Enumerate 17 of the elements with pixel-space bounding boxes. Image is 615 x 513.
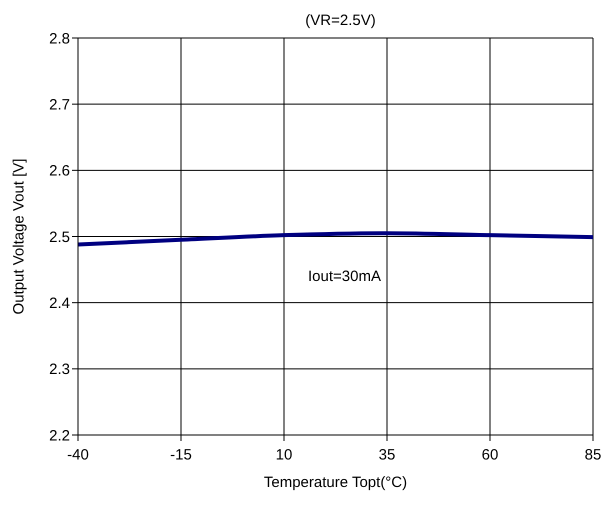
- x-tick-label: 85: [584, 446, 602, 464]
- annotation: Iout=30mA: [308, 268, 381, 285]
- y-tick-label: 2.3: [49, 361, 70, 378]
- x-tick-label: 60: [482, 446, 498, 464]
- y-tick-label: 2.2: [49, 427, 70, 444]
- x-tick-label: -40: [67, 446, 89, 464]
- x-tick-label: 10: [276, 446, 292, 464]
- y-tick-label: 2.4: [49, 294, 70, 312]
- x-tick-label: 35: [378, 446, 396, 464]
- y-axis-title: Output Voltage Vout [V]: [10, 158, 28, 314]
- y-tick-label: 2.8: [49, 30, 70, 48]
- y-tick-label: 2.7: [49, 96, 70, 114]
- chart-title: (VR=2.5V): [304, 12, 377, 29]
- y-tick-label: 2.6: [49, 162, 70, 180]
- y-tick-label: 2.5: [49, 228, 70, 246]
- x-tick-label: -15: [170, 446, 192, 464]
- x-axis-title: Temperature Topt(°C): [264, 474, 408, 491]
